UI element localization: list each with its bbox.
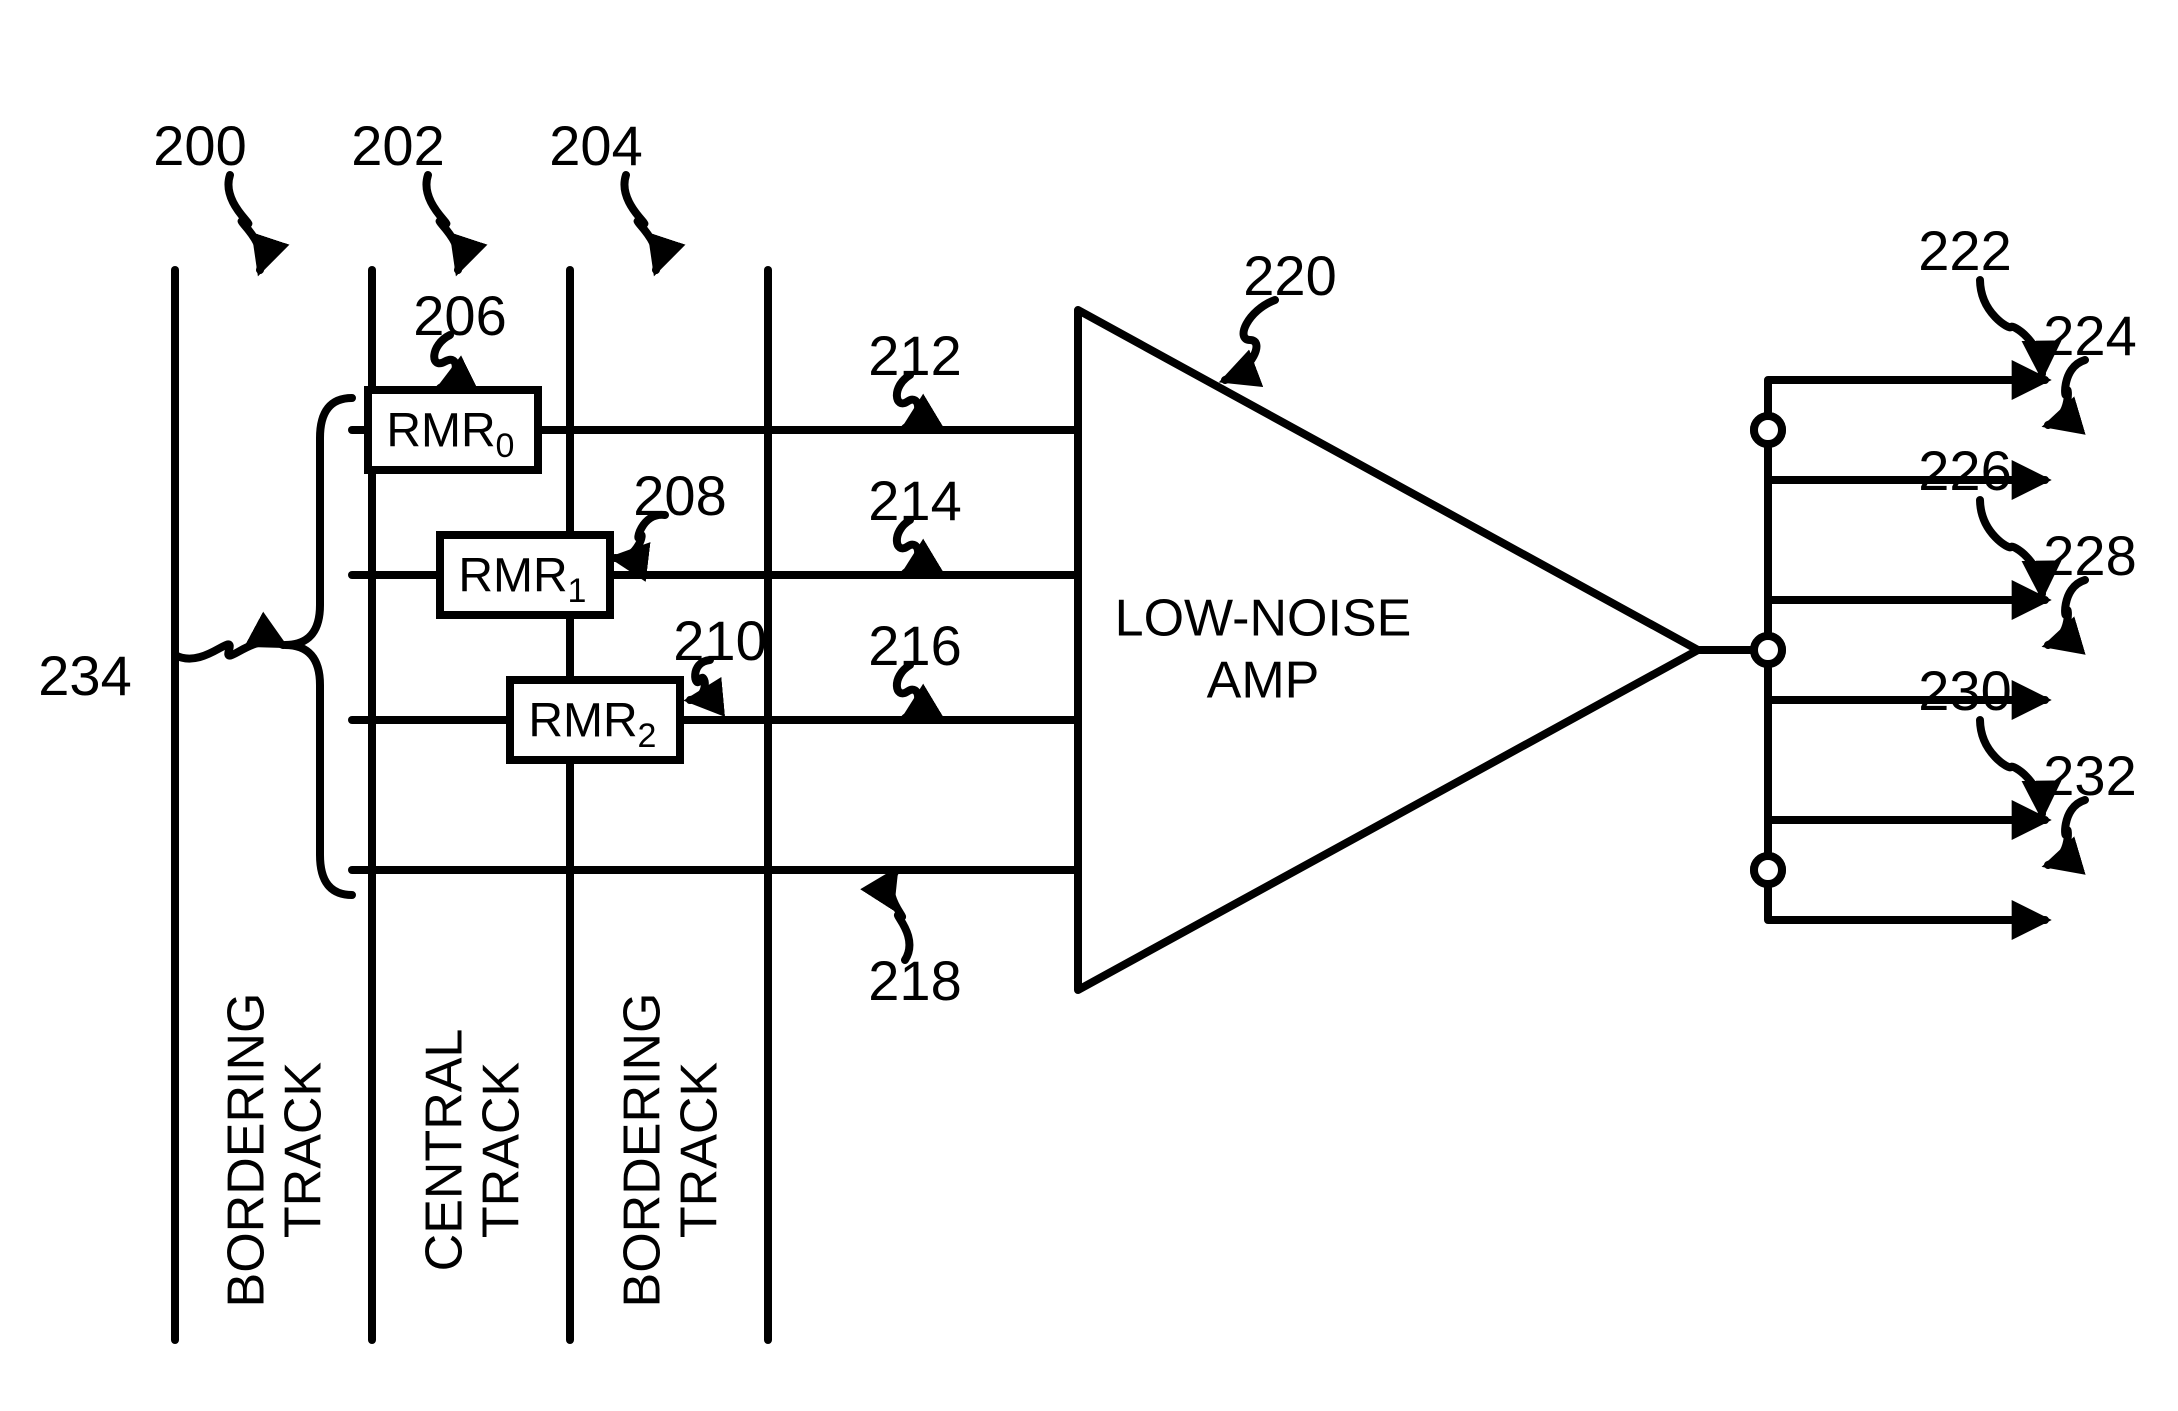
sensor-label-rmr1: RMR1 bbox=[458, 550, 586, 610]
callout-arrow-230 bbox=[1980, 720, 2042, 814]
callout-label-232: 232 bbox=[2043, 744, 2136, 807]
callout-label-216: 216 bbox=[868, 614, 961, 677]
svg-text:TRACK: TRACK bbox=[275, 1062, 333, 1239]
output-arrow-4 bbox=[1768, 820, 2045, 856]
svg-text:2: 2 bbox=[638, 717, 657, 755]
callout-label-210: 210 bbox=[673, 609, 766, 672]
callout-arrow-228 bbox=[2048, 580, 2085, 645]
amplifier-shape bbox=[1078, 310, 1698, 990]
callout-label-222: 222 bbox=[1918, 219, 2011, 282]
callout-arrow-200 bbox=[228, 175, 261, 270]
diagram-canvas: BORDERINGTRACKBORDERINGCENTRALTRACKCENTR… bbox=[0, 0, 2178, 1411]
svg-text:0: 0 bbox=[496, 427, 515, 465]
svg-text:1: 1 bbox=[568, 572, 587, 610]
output-arrow-0 bbox=[1768, 380, 2045, 416]
callout-arrow-224 bbox=[2048, 360, 2085, 425]
callout-arrow-234 bbox=[175, 641, 283, 658]
track-label-2: BORDERINGTRACK bbox=[613, 993, 728, 1308]
callout-arrow-218 bbox=[891, 872, 910, 960]
track-label-0: BORDERINGTRACK bbox=[217, 993, 332, 1308]
svg-text:RMR: RMR bbox=[458, 550, 567, 603]
callout-label-204: 204 bbox=[549, 114, 642, 177]
callout-label-226: 226 bbox=[1918, 439, 2011, 502]
output-node-1-top bbox=[1754, 636, 1782, 664]
output-node-0-top bbox=[1754, 416, 1782, 444]
callout-arrow-202 bbox=[426, 175, 459, 270]
output-arrow-5 bbox=[1768, 884, 2045, 920]
svg-text:TRACK: TRACK bbox=[473, 1062, 531, 1239]
callout-arrow-204 bbox=[624, 175, 657, 270]
callout-label-212: 212 bbox=[868, 324, 961, 387]
amplifier-label-1: LOW-NOISE bbox=[1115, 590, 1412, 648]
output-node-2-top bbox=[1754, 856, 1782, 884]
callout-label-218: 218 bbox=[868, 949, 961, 1012]
callout-label-224: 224 bbox=[2043, 304, 2136, 367]
callout-label-220: 220 bbox=[1243, 244, 1336, 307]
sensor-label-rmr0: RMR0 bbox=[386, 405, 514, 465]
callout-label-214: 214 bbox=[868, 469, 961, 532]
callout-arrow-222 bbox=[1980, 280, 2042, 374]
callout-label-230: 230 bbox=[1918, 659, 2011, 722]
callout-label-206: 206 bbox=[413, 284, 506, 347]
callout-arrow-220 bbox=[1225, 300, 1275, 380]
brace bbox=[285, 398, 352, 895]
callout-arrow-232 bbox=[2048, 800, 2085, 865]
output-arrow-2 bbox=[1768, 600, 2045, 636]
callout-label-200: 200 bbox=[153, 114, 246, 177]
svg-text:BORDERING: BORDERING bbox=[217, 993, 275, 1308]
track-label-1: CENTRALTRACK bbox=[415, 1029, 530, 1272]
svg-text:BORDERING: BORDERING bbox=[613, 993, 671, 1308]
svg-text:TRACK: TRACK bbox=[671, 1062, 729, 1239]
callout-arrow-226 bbox=[1980, 500, 2042, 594]
callout-label-202: 202 bbox=[351, 114, 444, 177]
callout-label-234: 234 bbox=[38, 644, 131, 707]
svg-text:RMR: RMR bbox=[386, 405, 495, 458]
svg-text:CENTRAL: CENTRAL bbox=[415, 1029, 473, 1272]
sensor-label-rmr2: RMR2 bbox=[528, 695, 656, 755]
callout-label-228: 228 bbox=[2043, 524, 2136, 587]
svg-text:RMR: RMR bbox=[528, 695, 637, 748]
amplifier-label-2: AMP bbox=[1207, 652, 1320, 710]
